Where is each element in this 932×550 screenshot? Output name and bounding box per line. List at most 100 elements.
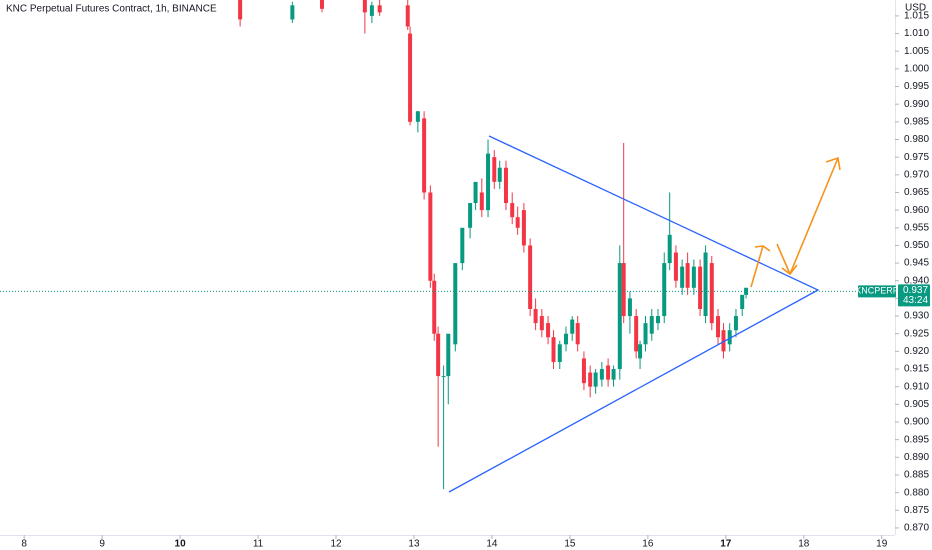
y-tick-label: 0.895 [904,434,929,445]
projection-arrow [750,245,764,288]
candle-body [460,227,465,264]
candle-body [617,263,622,370]
candle-body [733,316,738,331]
candle-body [377,5,382,13]
candle-body [446,333,451,377]
drawings [448,135,841,493]
y-tick-label: 0.875 [904,505,929,516]
x-tick-label: 18 [798,539,810,550]
candle-body [539,316,544,331]
y-tick-label: 0.945 [904,258,929,269]
chart-title: KNC Perpetual Futures Contract, 1h, BINA… [6,4,217,15]
candle-body [611,369,616,380]
y-tick-label: 1.000 [904,64,929,75]
candle-body [510,203,515,218]
candle-body [453,263,458,345]
candle-body [479,192,484,211]
candle-body [551,337,556,362]
candle-body [691,266,696,288]
candle-body [638,344,643,359]
candle-body [528,245,533,309]
y-tick-label: 0.885 [904,470,929,481]
candles [238,0,749,490]
candle-body [408,33,413,122]
y-tick-label: 0.975 [904,152,929,163]
y-tick-label: 0.990 [904,99,929,110]
candle-body [740,294,745,309]
y-tick-label: 0.890 [904,452,929,463]
candle-body [667,234,672,264]
candle-body [533,308,538,324]
candle-body [643,323,648,345]
y-tick-label: 0.940 [904,275,929,286]
candle-body [680,266,685,288]
y-tick-label: 0.995 [904,81,929,92]
y-tick-label: 0.915 [904,364,929,375]
x-tick-label: 9 [99,539,105,550]
y-tick-label: 0.870 [904,523,929,534]
candle-body [721,330,726,352]
candle-body [521,210,526,246]
candle-body [436,333,441,377]
triangle-trendline [448,135,820,493]
candle-body [627,298,632,317]
candle-body [468,203,473,228]
candle-body [673,252,678,281]
arrow-head [754,245,771,252]
x-tick-label: 13 [408,539,420,550]
symbol-label-box [858,285,896,298]
candle-body [703,252,708,317]
candle-body [473,181,478,204]
y-tick-label: 0.960 [904,205,929,216]
y-tick-label: 0.955 [904,222,929,233]
candle-body [369,5,374,16]
projection-arrow [789,157,839,275]
candle-body [362,0,367,13]
candle-body [727,330,732,345]
symbol-label: KNCPERP [855,286,899,296]
candle-body [441,376,446,378]
candle-body [716,316,721,338]
projection-arrow [776,243,791,275]
candle-body [564,333,569,345]
candle-body [492,157,497,182]
candle-body [557,344,562,362]
y-tick-label: 0.965 [904,187,929,198]
y-tick-label: 1.015 [904,11,929,22]
y-tick-label: 0.880 [904,487,929,498]
candle-body [709,263,714,324]
candle-body [570,319,575,334]
candle-body [655,316,660,324]
candle-body [698,266,703,309]
candle-body [515,217,520,228]
candle-body [685,263,690,288]
y-tick-label: 0.980 [904,134,929,145]
candle-body [634,316,639,352]
candle-body [415,111,420,122]
x-tick-label: 19 [876,539,888,550]
candle-body [503,167,508,204]
candle-body [428,192,433,281]
candle-body [581,358,586,384]
price-label-box [898,284,930,307]
y-tick-label: 0.950 [904,240,929,251]
y-tick-label: 1.010 [904,28,929,39]
candle-body [575,323,580,345]
candle-body [422,118,427,193]
candle-body [606,365,611,380]
x-tick-label: 15 [564,539,576,550]
x-tick-label: 8 [21,539,27,550]
x-tick-label: 11 [253,539,264,550]
candle-body [319,0,324,9]
y-tick-label: 0.985 [904,116,929,127]
last-price-label: 0.937 [903,285,928,296]
y-tick-label: 0.925 [904,328,929,339]
candle-body [546,323,551,338]
candle-body [486,153,491,211]
candle-body [290,5,295,20]
candle-body [588,372,593,387]
candle-body [593,372,598,387]
candle-body [744,287,749,295]
